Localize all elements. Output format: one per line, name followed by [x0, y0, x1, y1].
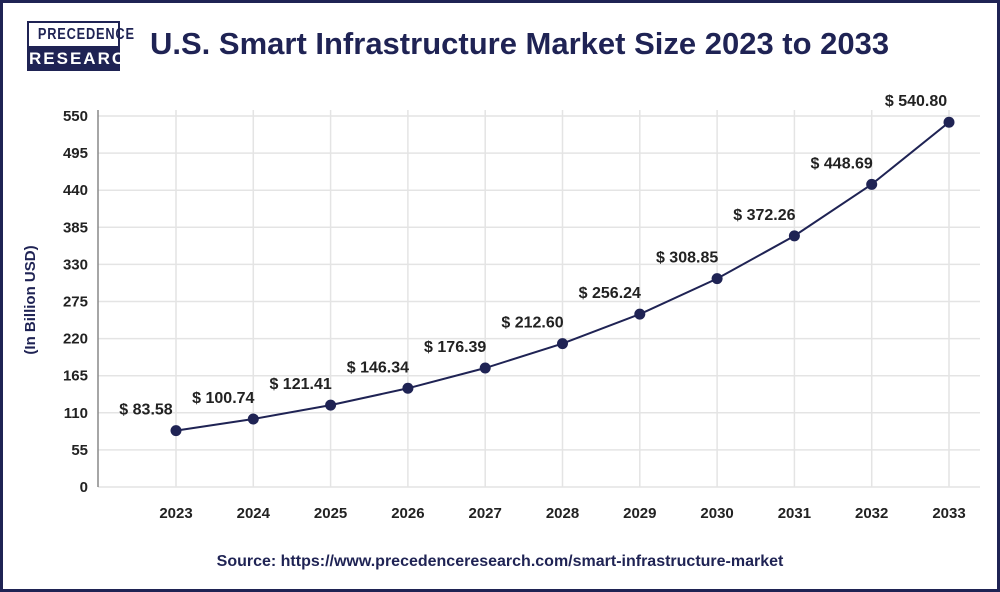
- data-point: [711, 273, 723, 285]
- data-point: [170, 425, 182, 437]
- source-text: Source: https://www.precedenceresearch.c…: [216, 553, 784, 570]
- x-tick-label: 2033: [932, 505, 965, 522]
- data-point: [943, 116, 955, 128]
- data-label: $ 83.58: [119, 402, 172, 419]
- x-tick-label: 2024: [237, 505, 271, 522]
- data-label: $ 121.41: [269, 376, 331, 393]
- x-tick-label: 2023: [159, 505, 192, 522]
- data-point: [247, 413, 259, 425]
- x-tick-label: 2031: [778, 505, 811, 522]
- data-point: [788, 230, 800, 242]
- y-axis-label: (In Billion USD): [22, 245, 39, 354]
- y-tick-label: 220: [63, 331, 88, 348]
- x-tick-label: 2032: [855, 505, 888, 522]
- y-tick-label: 330: [63, 256, 88, 273]
- x-tick-label: 2028: [546, 505, 579, 522]
- x-tick-label: 2030: [700, 505, 733, 522]
- y-tick-label: 165: [63, 368, 88, 385]
- y-tick-label: 385: [63, 219, 88, 236]
- data-label: $ 176.39: [424, 339, 486, 356]
- y-tick-label: 440: [63, 182, 88, 199]
- y-tick-label: 0: [80, 479, 88, 496]
- data-point: [634, 308, 646, 320]
- y-tick-label: 550: [63, 108, 88, 125]
- y-tick-label: 55: [71, 442, 88, 459]
- chart-title: U.S. Smart Infrastructure Market Size 20…: [150, 26, 890, 61]
- data-label: $ 146.34: [347, 359, 409, 376]
- logo-line2: RESEARCH: [29, 46, 138, 71]
- x-tick-label: 2027: [469, 505, 502, 522]
- x-tick-label: 2025: [314, 505, 347, 522]
- data-label: $ 212.60: [501, 315, 563, 332]
- data-label: $ 448.69: [811, 155, 873, 172]
- data-point: [479, 362, 491, 374]
- x-tick-label: 2026: [391, 505, 424, 522]
- data-label: $ 256.24: [579, 285, 641, 302]
- y-tick-label: 275: [63, 294, 88, 311]
- precedence-research-logo: PRECEDENCE RESEARCH: [27, 21, 138, 71]
- x-tick-label: 2029: [623, 505, 656, 522]
- y-tick-label: 110: [64, 405, 88, 422]
- data-label: $ 540.80: [885, 93, 947, 110]
- data-point: [557, 338, 568, 350]
- data-point: [866, 178, 878, 190]
- data-point: [402, 382, 414, 394]
- y-tick-label: 495: [63, 145, 88, 162]
- data-point: [325, 399, 337, 411]
- data-label: $ 372.26: [733, 207, 795, 224]
- data-label: $ 308.85: [656, 250, 718, 267]
- data-label: $ 100.74: [192, 390, 254, 407]
